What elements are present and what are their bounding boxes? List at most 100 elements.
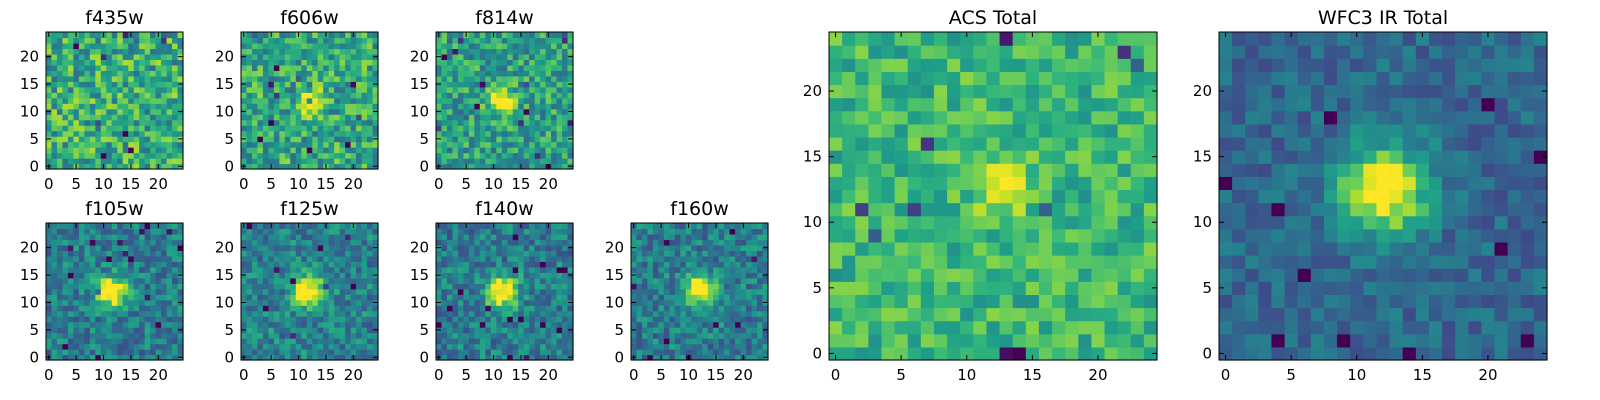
heatmap-cell [746,343,753,350]
heatmap-cell [246,255,253,262]
heatmap-cell [490,283,497,290]
heatmap-cell [122,266,129,273]
heatmap-cell [306,343,313,350]
heatmap-cell [507,32,514,39]
heatmap-cell [62,86,69,93]
heatmap-cell [556,86,563,93]
heatmap-cell [762,250,769,257]
heatmap-cell [56,81,64,88]
heatmap-cell [284,70,291,77]
heatmap-cell [567,250,574,257]
heatmap-cell [312,92,319,99]
heatmap-cell [295,136,302,143]
heatmap-cell [334,288,341,295]
heatmap-cell [73,239,80,246]
heatmap-cell [128,130,135,137]
heatmap-cell [334,316,341,323]
heatmap-cell [452,48,459,55]
heatmap-cell [512,86,519,93]
heatmap-cell [251,294,259,301]
heatmap-cell [523,223,530,230]
f125w-title: f125w [280,198,339,220]
heatmap-cell [463,250,470,257]
heatmap-cell [534,108,541,115]
heatmap-cell [78,299,85,306]
heatmap-cell [947,228,961,243]
heatmap-cell [463,81,470,88]
heatmap-cell [496,53,503,60]
heatmap-cell [257,255,264,262]
heatmap-cell [529,338,536,345]
heatmap-cell [139,288,146,295]
heatmap-cell [534,277,541,284]
heatmap-cell [51,108,58,115]
heatmap-cell [150,147,157,154]
heatmap-cell [56,327,64,334]
heatmap-cell [279,86,286,93]
heatmap-cell [62,261,69,268]
heatmap-cell [868,228,883,243]
heatmap-cell [372,75,379,82]
heatmap-cell [556,316,563,323]
x-tick-label: 15 [511,366,530,384]
heatmap-cell [652,266,659,273]
heatmap-cell [724,294,731,301]
heatmap-cell [551,37,558,44]
heatmap-cell [128,310,135,317]
heatmap-cell [312,299,319,306]
heatmap-cell [161,338,168,345]
heatmap-cell [1078,241,1092,256]
heatmap-cell [740,266,747,273]
heatmap-cell [139,114,146,121]
heatmap-cell [301,272,308,279]
heatmap-cell [139,277,146,284]
heatmap-cell [150,223,157,230]
heatmap-cell [356,223,363,230]
heatmap-cell [540,354,547,361]
heatmap-cell [556,244,563,251]
heatmap-cell [268,310,275,317]
heatmap-cell [545,86,552,93]
heatmap-cell [246,86,253,93]
heatmap-cell [301,250,308,257]
heatmap-cell [567,321,574,328]
heatmap-cell [452,103,459,110]
heatmap-cell [724,266,731,273]
heatmap-cell [652,305,659,312]
heatmap-cell [150,354,157,361]
heatmap-cell [762,338,769,345]
heatmap-cell [674,255,681,262]
heatmap-cell [641,343,649,350]
heatmap-cell [680,316,687,323]
heatmap-cell [339,255,346,262]
heatmap-cell [562,92,569,99]
heatmap-cell [95,158,102,165]
heatmap-cell [262,92,269,99]
heatmap-cell [350,228,357,235]
heatmap-cell [62,332,69,339]
heatmap-cell [317,299,324,306]
x-tick-label: 20 [149,175,168,193]
heatmap-cell [507,136,514,143]
heatmap-cell [95,81,102,88]
heatmap-cell [485,272,492,279]
heatmap-cell [446,343,454,350]
heatmap-cell [474,81,481,88]
heatmap-cell [56,277,64,284]
heatmap-cell [312,321,319,328]
heatmap-cell [685,294,692,301]
heatmap-cell [62,70,69,77]
heatmap-cell [534,163,541,170]
heatmap-cell [367,277,374,284]
heatmap-cell [46,86,53,93]
heatmap-cell [523,42,530,50]
heatmap-cell [631,277,638,284]
heatmap-cell [452,125,459,132]
heatmap-cell [534,37,541,44]
heatmap-cell [128,53,135,60]
heatmap-cell [894,189,909,204]
heatmap-cell [89,103,96,110]
heatmap-cell [1104,189,1119,204]
heatmap-cell [436,147,443,154]
heatmap-cell [523,59,530,66]
